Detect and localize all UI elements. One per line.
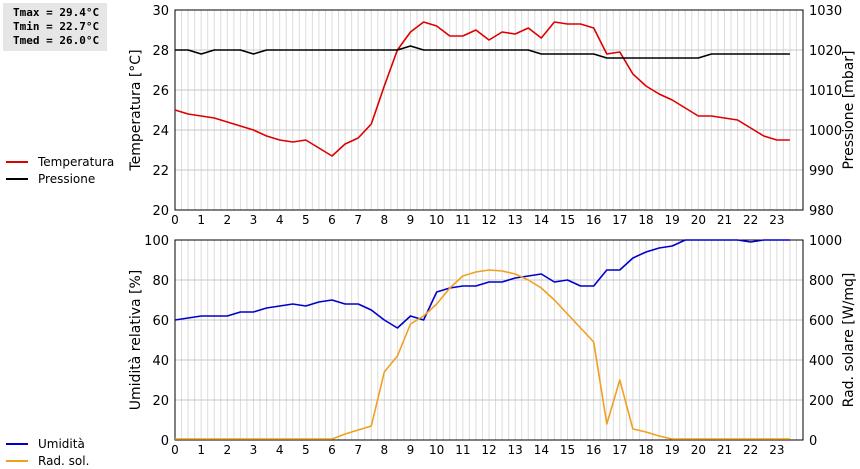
x-tick-label: 12 <box>481 213 496 227</box>
x-tick-label: 14 <box>534 213 549 227</box>
y2-tick-label: 980 <box>809 204 834 219</box>
legend-label-umidita: Umidità <box>38 436 85 451</box>
x-tick-label: 1 <box>197 213 205 227</box>
x-tick-label: 23 <box>769 213 784 227</box>
x-tick-label: 10 <box>429 443 444 457</box>
legend-label-temperatura: Temperatura <box>38 154 115 169</box>
y2-tick-label: 1000 <box>809 124 842 139</box>
x-tick-label: 15 <box>560 443 575 457</box>
x-tick-label: 8 <box>381 443 389 457</box>
x-tick-label: 16 <box>586 213 601 227</box>
x-tick-label: 13 <box>508 443 523 457</box>
x-tick-label: 5 <box>302 213 310 227</box>
x-tick-label: 18 <box>638 443 653 457</box>
legend-swatch-temperatura <box>6 160 28 163</box>
y-tick-label: 100 <box>144 234 169 249</box>
x-tick-label: 8 <box>381 213 389 227</box>
x-tick-label: 12 <box>481 443 496 457</box>
x-tick-label: 5 <box>302 443 310 457</box>
x-tick-label: 3 <box>250 443 258 457</box>
x-tick-label: 9 <box>407 213 415 227</box>
y-tick-label: 40 <box>152 354 169 369</box>
y-tick-label: 20 <box>152 394 169 409</box>
plot-frame <box>174 239 804 441</box>
x-tick-label: 4 <box>276 443 284 457</box>
x-tick-label: 21 <box>717 213 732 227</box>
x-tick-label: 17 <box>612 443 627 457</box>
x-tick-label: 2 <box>224 443 232 457</box>
x-tick-label: 9 <box>407 443 415 457</box>
x-tick-label: 0 <box>171 443 179 457</box>
y2-tick-label: 1000 <box>809 234 842 249</box>
series-line-temperatura <box>174 21 790 157</box>
x-tick-label: 13 <box>508 213 523 227</box>
y-tick-label: 28 <box>152 44 169 59</box>
y-tick-label: 26 <box>152 84 169 99</box>
series-line-rad-sol- <box>175 269 790 440</box>
y2-tick-label: 1010 <box>809 84 842 99</box>
y-tick-label: 22 <box>152 164 169 179</box>
x-tick-label: 20 <box>691 443 706 457</box>
y-tick-label: 0 <box>161 434 169 449</box>
y2-tick-label: 600 <box>809 314 834 329</box>
x-tick-label: 11 <box>455 443 470 457</box>
y-axis-label: Temperatura [°C] <box>128 49 144 171</box>
x-tick-label: 22 <box>743 213 758 227</box>
x-tick-label: 4 <box>276 213 284 227</box>
x-tick-label: 1 <box>197 443 205 457</box>
y-axis-label: Umidità relativa [%] <box>128 270 144 411</box>
x-tick-label: 19 <box>665 443 680 457</box>
x-tick-label: 6 <box>328 213 336 227</box>
x-tick-label: 7 <box>354 213 362 227</box>
y2-axis-label: Pressione [mbar] <box>841 50 857 169</box>
y2-tick-label: 0 <box>809 434 817 449</box>
series-line-pressione <box>175 45 790 59</box>
y2-tick-label: 400 <box>809 354 834 369</box>
tmed-stat: Tmed = 26.0°C <box>13 34 100 47</box>
series-line-umidit- <box>174 239 790 329</box>
y-tick-label: 30 <box>152 4 169 19</box>
y2-tick-label: 1030 <box>809 4 842 19</box>
x-tick-label: 20 <box>691 213 706 227</box>
x-tick-label: 17 <box>612 213 627 227</box>
y-tick-label: 24 <box>152 124 169 139</box>
x-tick-label: 2 <box>224 213 232 227</box>
legend-item-pressione: Pressione <box>6 170 114 187</box>
legend-swatch-umidita <box>6 442 28 445</box>
y-tick-label: 80 <box>152 274 169 289</box>
legend-swatch-pressione <box>6 177 28 180</box>
x-tick-label: 14 <box>534 443 549 457</box>
y2-axis-label: Rad. solare [W/mq] <box>841 273 857 408</box>
x-tick-label: 7 <box>354 443 362 457</box>
y2-tick-label: 1020 <box>809 44 842 59</box>
x-tick-label: 22 <box>743 443 758 457</box>
x-tick-label: 16 <box>586 443 601 457</box>
x-tick-label: 0 <box>171 213 179 227</box>
x-tick-label: 21 <box>717 443 732 457</box>
legend-item-umidita: Umidità <box>6 435 89 452</box>
y2-tick-label: 800 <box>809 274 834 289</box>
x-tick-label: 6 <box>328 443 336 457</box>
x-tick-label: 19 <box>665 213 680 227</box>
x-tick-label: 23 <box>769 443 784 457</box>
stats-box: Tmax = 29.4°C Tmin = 22.7°C Tmed = 26.0°… <box>3 3 107 51</box>
tmax-stat: Tmax = 29.4°C <box>13 6 100 19</box>
x-tick-label: 11 <box>455 213 470 227</box>
tmin-stat: Tmin = 22.7°C <box>13 20 100 33</box>
y2-tick-label: 200 <box>809 394 834 409</box>
x-tick-label: 3 <box>250 213 258 227</box>
legend-top: Temperatura Pressione <box>6 153 114 187</box>
y-tick-label: 60 <box>152 314 169 329</box>
legend-item-temperatura: Temperatura <box>6 153 114 170</box>
x-tick-label: 15 <box>560 213 575 227</box>
y-tick-label: 20 <box>152 204 169 219</box>
x-tick-label: 10 <box>429 213 444 227</box>
legend-label-pressione: Pressione <box>38 171 96 186</box>
x-tick-label: 18 <box>638 213 653 227</box>
y2-tick-label: 990 <box>809 164 834 179</box>
